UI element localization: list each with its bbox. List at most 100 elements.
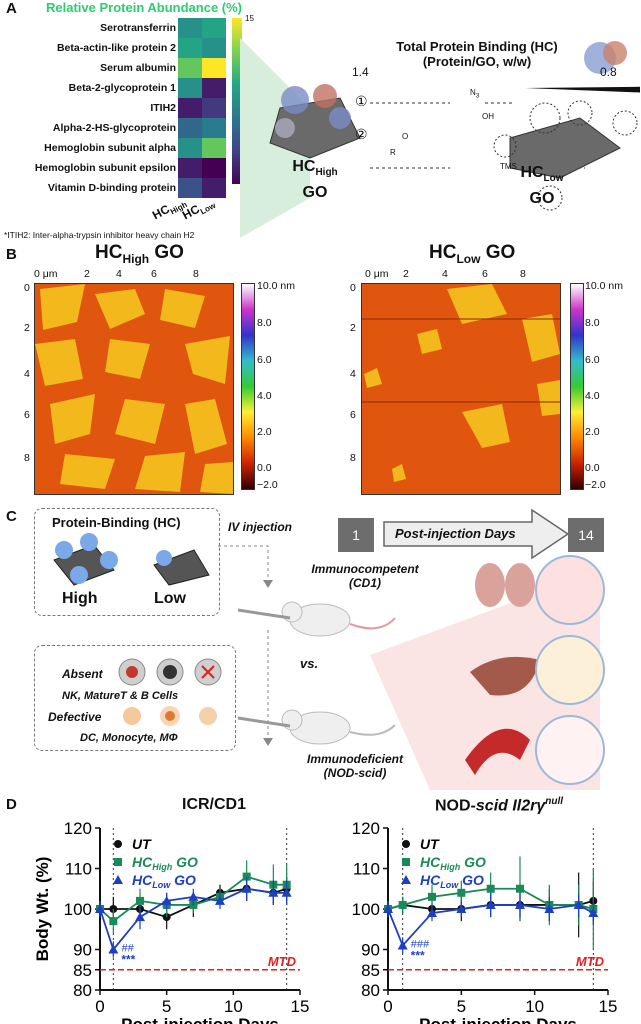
y-tick-label: 85 [73,961,92,980]
data-point [544,904,555,913]
data-point [281,887,292,897]
y-tick-label: 90 [361,941,380,960]
days-arrow-label: Post-injection Days [395,526,516,541]
heatmap-grid [178,18,226,198]
data-point [428,892,436,901]
route-2-marker: ② [355,126,368,142]
immune-box [34,645,236,751]
legend-marker [114,840,122,848]
legend-label: HCLow GO [132,872,196,890]
afm-image-low [361,283,561,495]
protein-label: Serotransferrin [100,22,176,34]
data-point [95,904,105,913]
data-point [588,908,599,918]
go-binding-icons [53,533,210,586]
significance-hash: ### [411,938,430,950]
binding-low-value: 0.8 [600,65,617,79]
lung-zoom [535,555,605,625]
panel-a-label: A [6,0,17,17]
y-tick-label: 110 [353,860,380,879]
significance-star: *** [411,948,425,962]
day-end-box: 14 [568,518,604,552]
x-tick-label: 10 [525,997,544,1016]
mouse-cd1 [237,601,396,637]
heatmap-cell [178,138,202,158]
protein-label: ITIH2 [150,102,176,114]
heatmap-cell [202,118,226,138]
go-high-label: HCHigh GO [292,158,338,202]
heatmap-cell [178,38,202,58]
data-point [109,917,118,926]
go-schematic [240,38,640,238]
data-point [161,895,172,905]
legend-label: HCLow GO [420,872,484,890]
heatmap-cell [202,158,226,178]
heatmap-cell [178,58,202,78]
route-1-marker: ① [355,93,368,109]
heatmap-cell [202,178,226,198]
heatmap-cell [202,58,226,78]
afm-x-ticks: 0 μm 2 4 6 8 0 μm 2 4 6 8 [34,268,526,280]
heatmap-title: Relative Protein Abundance (%) [46,0,242,15]
protein-label: Beta-2-glycoprotein 1 [68,82,176,94]
data-point [427,908,437,918]
y-tick-label: 100 [352,900,380,919]
protein-label: Serum albumin [100,62,176,74]
data-point [456,904,467,913]
legend-label: HCHigh GO [132,854,198,872]
binding-high-value: 1.4 [352,65,369,79]
legend-marker [401,875,411,884]
legend-label: UT [420,836,440,852]
heatmap-cell [178,78,202,98]
defective-cell-icons [123,706,217,726]
data-point [397,940,408,950]
binding-title: Total Protein Binding (HC) (Protein/GO, … [396,39,558,69]
x-tick-label: 0 [383,997,392,1016]
colorbar-tick: 15 [245,14,254,23]
legend-marker [402,840,410,848]
go-high-sheet [269,84,361,159]
reagent-o: O [402,132,409,141]
binding-wedge [525,86,640,93]
legend-marker [402,858,410,866]
y-tick-label: 120 [352,819,380,838]
defective-cells: DC, Monocyte, MΦ [80,732,178,744]
x-tick-label: 15 [599,997,618,1016]
reagent-hydroxyl: OH [482,112,494,121]
data-point [383,904,393,913]
legend-label: HCHigh GO [420,854,486,872]
x-tick-label: 0 [95,997,104,1016]
vessel-zoom [535,715,605,785]
y-tick-label: 80 [73,981,92,1000]
protein-icon [584,41,627,74]
afm-image-high [34,283,234,495]
x-tick-label: 15 [291,997,310,1016]
legend-marker [113,875,123,884]
panel-c-label: C [6,508,17,525]
y-tick-label: 80 [361,981,380,1000]
panel-c-graphics [218,545,605,790]
y-tick-label: 100 [64,900,92,919]
heatmap-colorbar [232,18,242,184]
data-point [136,896,144,905]
data-point [215,895,225,905]
data-point [573,899,584,909]
heatmap-cell [178,118,202,138]
data-point [485,899,496,909]
immunodeficient-label: Immunodeficient (NOD-scid) [306,752,403,780]
significance-hash: ## [121,943,134,955]
data-point [457,888,466,897]
afm-colorbar-high [241,283,255,490]
vessel-organ [465,728,530,775]
y-tick-label: 85 [361,961,380,980]
mtd-label: MTD [268,954,297,969]
x-tick-label: 5 [457,997,466,1016]
reagent-azide: N3 [470,88,480,100]
afm-high-title: HCHigh GO [95,242,184,266]
immunocompetent-label: Immunocompetent (CD1) [311,562,419,590]
heatmap-cell [202,138,226,158]
vs-label: vs. [300,656,319,671]
absent-cell-icons [118,658,222,686]
afm-colorbar-ticks-high: 10.0 nm 8.0 6.0 4.0 2.0 0.0 −2.0 [257,280,295,491]
